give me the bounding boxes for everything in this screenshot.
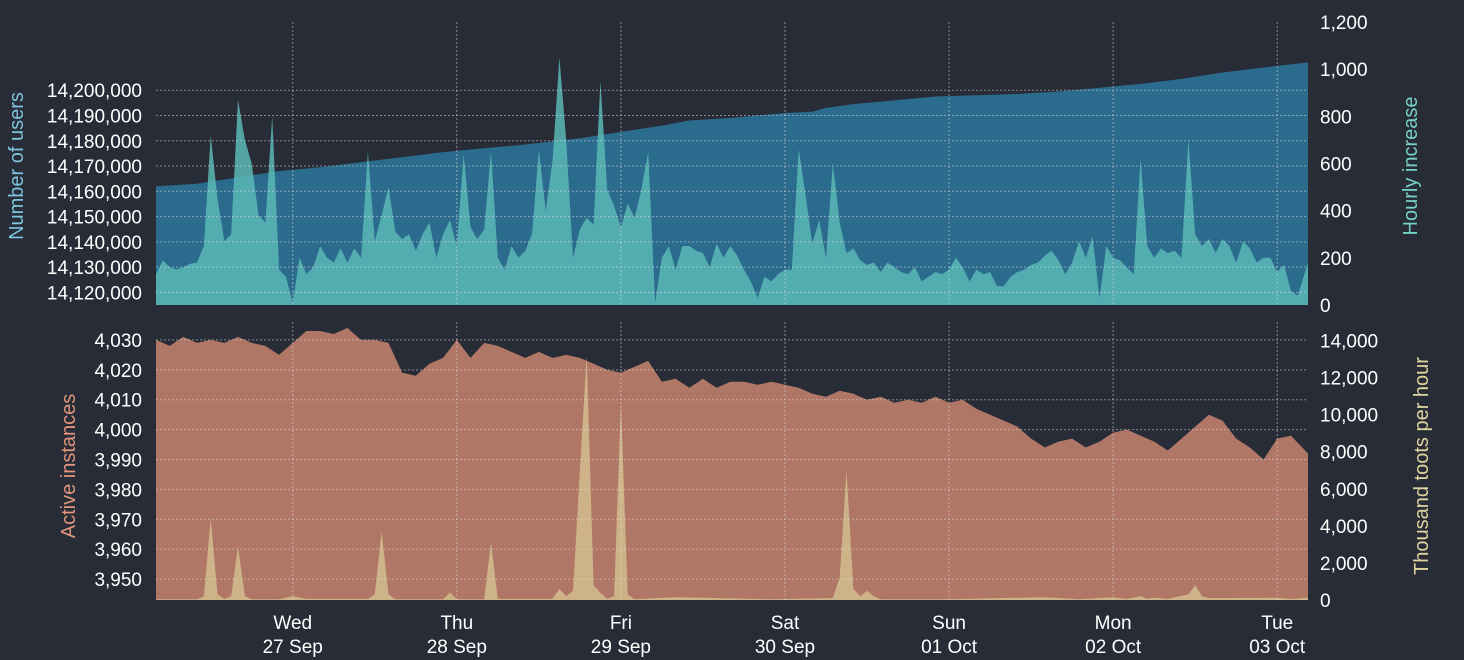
x-axis-tick-day: Fri [610,613,632,634]
x-axis-ticks: Wed 27 Sep Thu 28 Sep Fri 29 Sep Sat 30 Sep Sun 0… [263,613,1306,658]
users-axis-tick: 14,150,000 [47,208,142,229]
users-panel: 14,120,000 14,130,000 14,140,000 14,150,000… [6,13,1422,317]
x-axis-tick-day: Thu [440,613,473,634]
hourly-axis-tick: 1,200 [1320,13,1368,34]
instances-axis-label: Active instances [58,394,80,539]
instances-axis-tick: 4,020 [94,361,142,382]
users-axis-tick: 14,160,000 [47,182,142,203]
x-axis-tick-day: Mon [1095,613,1132,634]
hourly-axis-tick: 800 [1320,107,1352,128]
x-axis-tick-date: 27 Sep [263,637,323,658]
instances-axis-tick: 3,980 [94,480,142,501]
x-axis-tick-day: Tue [1261,613,1293,634]
x-axis-tick-day: Sat [771,613,800,634]
instances-axis-tick: 4,030 [94,331,142,352]
hourly-axis-tick: 0 [1320,296,1331,317]
hourly-axis-tick: 200 [1320,249,1352,270]
x-axis-tick-date: 01 Oct [921,637,978,658]
toots-axis-label: Thousand toots per hour [1411,357,1433,575]
users-left-axis-ticks: 14,120,000 14,130,000 14,140,000 14,150,000… [47,81,142,304]
instances-axis-tick: 3,960 [94,540,142,561]
users-axis-tick: 14,140,000 [47,233,142,254]
users-axis-tick: 14,120,000 [47,283,142,304]
toots-axis-tick: 14,000 [1320,332,1378,353]
instances-axis-tick: 3,950 [94,570,142,591]
x-axis-tick-date: 29 Sep [591,637,651,658]
instances-left-axis-ticks: 3,950 3,960 3,970 3,980 3,990 4,000 4,010 4,020… [94,331,142,591]
toots-axis-tick: 10,000 [1320,406,1378,427]
x-axis-tick-date: 30 Sep [755,637,815,658]
hourly-right-axis-ticks: 0 200 400 600 800 1,000 1,200 [1320,13,1368,317]
users-axis-label: Number of users [6,92,28,240]
hourly-axis-tick: 400 [1320,202,1352,223]
hourly-increase-area [156,57,1308,306]
x-axis-tick-day: Wed [273,613,312,634]
instances-area [156,328,1308,600]
toots-right-axis-ticks: 0 2,000 4,000 6,000 8,000 10,000 12,000 14,000 [1320,332,1378,612]
users-panel-grid [156,22,1308,305]
hourly-axis-tick: 1,000 [1320,60,1368,81]
instances-panel: 3,950 3,960 3,970 3,980 3,990 4,000 4,010 4,020… [58,322,1433,612]
users-axis-tick: 14,200,000 [47,81,142,102]
x-axis-tick-day: Sun [932,613,966,634]
users-axis-tick: 14,180,000 [47,132,142,153]
toots-axis-tick: 12,000 [1320,369,1378,390]
x-axis-tick-date: 28 Sep [427,637,487,658]
users-axis-tick: 14,130,000 [47,258,142,279]
users-axis-tick: 14,170,000 [47,157,142,178]
toots-axis-tick: 0 [1320,591,1331,612]
instances-axis-tick: 4,010 [94,391,142,412]
toots-axis-tick: 2,000 [1320,554,1368,575]
hourly-axis-label: Hourly increase [1400,97,1422,236]
instances-axis-tick: 3,990 [94,451,142,472]
toots-axis-tick: 4,000 [1320,517,1368,538]
toots-axis-tick: 8,000 [1320,443,1368,464]
instances-panel-areas [156,328,1308,600]
users-panel-areas [156,57,1308,306]
hourly-axis-tick: 600 [1320,155,1352,176]
users-axis-tick: 14,190,000 [47,106,142,127]
toots-axis-tick: 6,000 [1320,480,1368,501]
x-axis-tick-date: 03 Oct [1249,637,1306,658]
instances-panel-grid [156,322,1308,600]
instances-axis-tick: 4,000 [94,421,142,442]
x-axis-tick-date: 02 Oct [1085,637,1142,658]
instances-axis-tick: 3,970 [94,510,142,531]
